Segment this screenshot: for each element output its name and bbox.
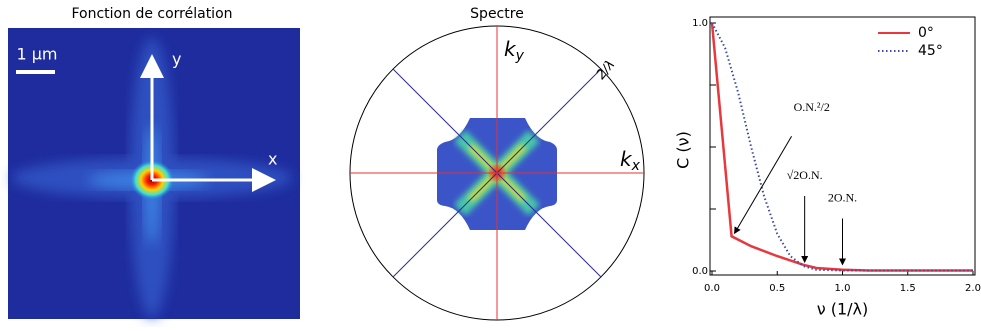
data-line bbox=[711, 22, 973, 272]
correlation-image bbox=[8, 28, 300, 319]
legend-label: 45° bbox=[918, 43, 943, 59]
panel-title: Fonction de corrélation bbox=[71, 6, 232, 22]
label-main: k bbox=[504, 37, 517, 61]
legend-label: 0° bbox=[918, 25, 934, 41]
x-tick-label: 0.0 bbox=[704, 283, 720, 294]
scale-label: 1 µm bbox=[16, 45, 57, 64]
y-tick-label: 1.0 bbox=[692, 18, 708, 29]
annotation: O.N.²/2 bbox=[794, 100, 830, 114]
kx-label: kx bbox=[620, 147, 641, 175]
ky-label: ky bbox=[504, 37, 525, 65]
axis-label: y bbox=[172, 50, 181, 69]
x-tick-label: 1.0 bbox=[835, 283, 851, 294]
x-tick-label: 0.5 bbox=[769, 283, 785, 294]
axis-label: x bbox=[268, 150, 277, 169]
label-main: k bbox=[620, 147, 633, 171]
annotation: 2O.N. bbox=[828, 190, 857, 204]
x-tick-label: 1.5 bbox=[900, 283, 916, 294]
annotation: √2O.N. bbox=[787, 168, 823, 182]
y-tick-label: 0.0 bbox=[692, 266, 708, 277]
annotation-arrow bbox=[734, 136, 793, 235]
label-sub: y bbox=[515, 48, 525, 64]
x-axis-label: ν (1/λ) bbox=[817, 300, 869, 319]
label-sub: x bbox=[631, 158, 641, 174]
panel-title: Spectre bbox=[470, 6, 524, 22]
chart: 0.0 0.5 1.0 1.5 2.0 0.0 1.0 ν (1/λ) C (ν) 0° 45° O.… bbox=[674, 16, 981, 319]
y-axis-label: C (ν) bbox=[674, 131, 693, 169]
spectrum-image bbox=[349, 25, 645, 321]
x-tick-label: 2.0 bbox=[965, 283, 981, 294]
